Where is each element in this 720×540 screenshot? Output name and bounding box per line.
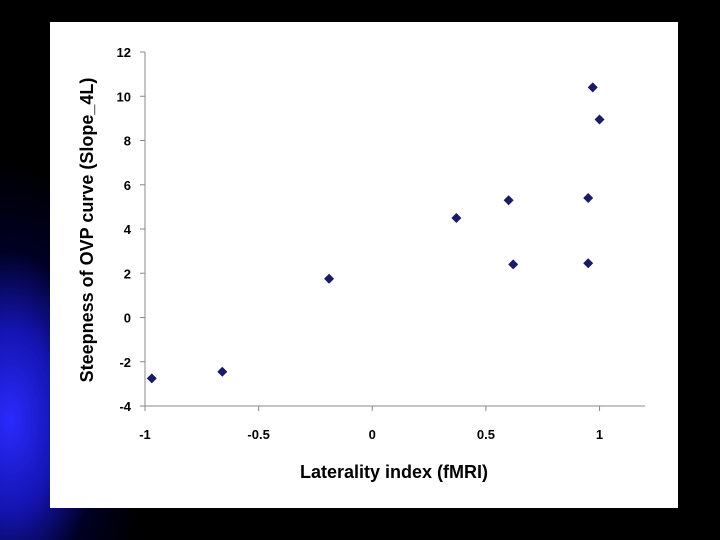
y-tick-label: -2	[119, 355, 131, 370]
data-point	[587, 82, 598, 93]
data-point	[583, 258, 594, 269]
y-tick-label: 4	[124, 222, 132, 237]
x-axis-title: Laterality index (fMRI)	[300, 462, 488, 482]
data-point	[146, 373, 157, 384]
tick-labels: -4 -2 0 2 4 6 8 10 12 -1 -0.5 0 0.5 1	[117, 45, 604, 442]
data-point	[217, 366, 228, 377]
x-tick-label: -1	[139, 427, 151, 442]
x-tick-label: 0.5	[477, 427, 495, 442]
data-point	[594, 114, 605, 125]
x-tick-label: 1	[596, 427, 603, 442]
x-tick-label: -0.5	[247, 427, 269, 442]
y-tick-label: 0	[124, 311, 131, 326]
y-tick-label: 6	[124, 178, 131, 193]
y-tick-label: -4	[119, 399, 131, 414]
axes	[140, 51, 645, 411]
x-tick-label: 0	[369, 427, 376, 442]
y-tick-label: 12	[117, 45, 131, 60]
y-tick-label: 2	[124, 266, 131, 281]
data-point	[451, 212, 462, 223]
data-point	[508, 259, 519, 270]
y-tick-label: 8	[124, 134, 131, 149]
chart-panel	[50, 22, 678, 508]
data-point	[583, 193, 594, 204]
data-points	[146, 82, 605, 384]
data-point	[324, 273, 335, 284]
y-tick-label: 10	[117, 89, 131, 104]
data-point	[503, 195, 514, 206]
y-axis-title: Steepness of OVP curve (Slope_4L)	[77, 78, 97, 383]
